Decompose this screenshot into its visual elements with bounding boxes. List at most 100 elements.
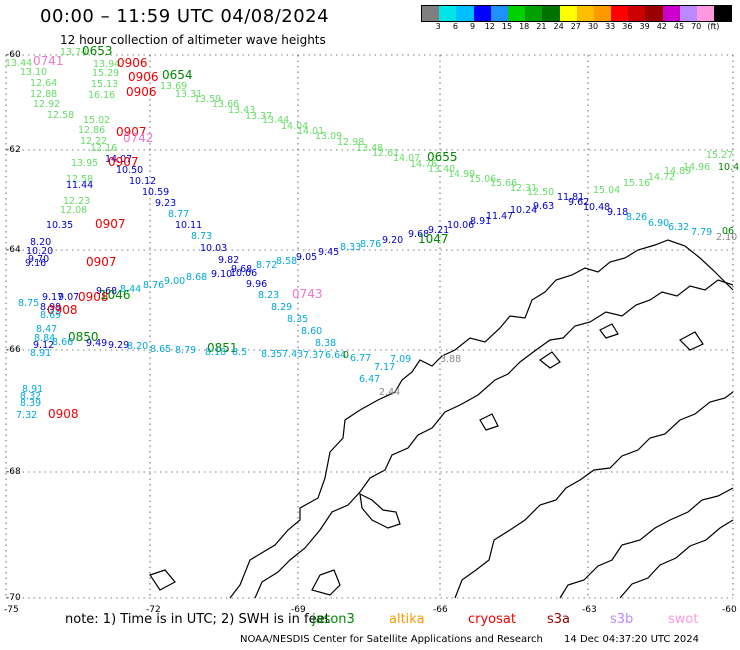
wave-height-label: 14.01 bbox=[297, 126, 324, 137]
colorbar-label: 27 bbox=[570, 22, 581, 31]
colorbar-label: (ft) bbox=[707, 22, 720, 31]
wave-height-label: 8.20 bbox=[30, 237, 51, 248]
colorbar-swatch bbox=[645, 6, 663, 21]
wave-height-label: 10.35 bbox=[46, 220, 73, 231]
wave-height-label: 12.92 bbox=[33, 99, 60, 110]
wave-height-label: 10.50 bbox=[116, 165, 143, 176]
wave-height-label: 14.89 bbox=[664, 166, 691, 177]
legend-swot: swot bbox=[668, 612, 699, 627]
wave-height-label: 6.64 bbox=[325, 350, 346, 361]
wave-height-label: 9.05 bbox=[296, 252, 317, 263]
colorbar-label: 21 bbox=[536, 22, 547, 31]
wave-height-label: 15.06 bbox=[469, 174, 496, 185]
wave-height-label: 9.70 bbox=[28, 254, 49, 265]
wave-height-label: 12.86 bbox=[78, 125, 105, 136]
wave-height-label: 15.13 bbox=[91, 79, 118, 90]
longitude-label: -75 bbox=[4, 605, 19, 615]
wave-height-label: 9.07 bbox=[58, 292, 79, 303]
colorbar-label: 15 bbox=[501, 22, 513, 31]
wave-height-label: 12.31 bbox=[510, 183, 537, 194]
colorbar-label: 3 bbox=[435, 22, 441, 31]
wave-height-label: 9.49 bbox=[86, 338, 107, 349]
pass-time-label: 0907 bbox=[108, 155, 139, 169]
pass-time-label: 0907 bbox=[116, 125, 147, 139]
pass-time-label: 0906 bbox=[128, 70, 159, 84]
colorbar-label: 12 bbox=[484, 22, 495, 31]
wave-height-label: 10.06 bbox=[230, 268, 257, 279]
latitude-label: -66 bbox=[6, 345, 21, 355]
wave-height-label: 15.02 bbox=[83, 115, 110, 126]
wave-height-label: 14.04 bbox=[281, 121, 308, 132]
wave-height-label: 14.96 bbox=[683, 162, 710, 173]
latitude-labels: -60 -62 -64 -66 -68 -70 bbox=[6, 50, 21, 603]
wave-height-label: 13.94 bbox=[93, 59, 120, 70]
colorbar-label: 6 bbox=[452, 22, 458, 31]
wave-height-label: 9.10 bbox=[211, 269, 232, 280]
wave-height-label: 13.59 bbox=[194, 94, 221, 105]
pass-time-label: 0655 bbox=[427, 150, 458, 164]
wave-height-label: 8.47 bbox=[36, 324, 57, 335]
wave-height-label: 8.44 bbox=[120, 284, 141, 295]
latitude-label: -60 bbox=[6, 50, 21, 60]
wave-height-label: 15.66 bbox=[490, 178, 517, 189]
colorbar-swatch bbox=[422, 6, 440, 21]
wave-height-label: 9.62 bbox=[568, 197, 589, 208]
longitude-label: -72 bbox=[146, 605, 161, 615]
wave-height-label: 14.07 bbox=[393, 153, 420, 164]
wave-height-label: 8.72 bbox=[256, 260, 277, 271]
wave-height-label: 7.43 bbox=[282, 349, 303, 360]
wave-height-label: 15.04 bbox=[593, 185, 620, 196]
wave-height-label: 9.68 bbox=[408, 229, 429, 240]
map-subtitle: 12 hour collection of altimeter wave hei… bbox=[60, 33, 326, 47]
wave-height-label: 9.12 bbox=[33, 340, 54, 351]
wave-height-label: 11.81 bbox=[557, 192, 584, 203]
wave-height-label: 11.47 bbox=[486, 211, 513, 222]
wave-height-label: 12.88 bbox=[30, 89, 57, 100]
legend-jason3: jason3 bbox=[312, 612, 355, 627]
legend-s3a: s3a bbox=[547, 612, 571, 627]
wave-height-label: 8.26 bbox=[626, 212, 647, 223]
wave-height-label: 6.77 bbox=[350, 353, 371, 364]
latitude-label: -62 bbox=[6, 145, 21, 155]
longitude-label: -63 bbox=[582, 605, 597, 615]
colorbar-swatch bbox=[679, 6, 697, 21]
wave-height-label: 14.72 bbox=[648, 172, 675, 183]
wave-height-label: 8.75 bbox=[18, 298, 39, 309]
wave-height-label: 8.35 bbox=[261, 349, 282, 360]
wave-height-label: 6.90 bbox=[648, 218, 669, 229]
wave-height-label: 10.06 bbox=[447, 220, 474, 231]
colorbar-label: 39 bbox=[639, 22, 650, 31]
wave-height-label: 8.38 bbox=[315, 338, 336, 349]
pass-time-label: 0908 bbox=[47, 303, 78, 317]
pass-time-label: 0907 bbox=[95, 217, 126, 231]
wave-height-label: 8.77 bbox=[168, 209, 189, 220]
wave-height-label: 9.96 bbox=[246, 279, 267, 290]
colorbar-swatch bbox=[473, 6, 491, 21]
wave-height-label: 8.35 bbox=[287, 314, 308, 325]
wave-height-label: 13.31 bbox=[175, 89, 202, 100]
longitude-label: -60 bbox=[722, 605, 737, 615]
pass-time-label: 0908 bbox=[48, 407, 79, 421]
colorbar-swatch bbox=[576, 6, 594, 21]
wave-height-label: 7.32 bbox=[16, 410, 37, 421]
grid-lines bbox=[5, 54, 734, 599]
wave-height-label: 9.63 bbox=[533, 201, 554, 212]
colorbar-label: 36 bbox=[622, 22, 633, 31]
map-title: 00:00 – 11:59 UTC 04/08/2024 bbox=[40, 6, 330, 27]
colorbar-swatch bbox=[542, 6, 560, 21]
wave-height-label: 9.21 bbox=[428, 225, 449, 236]
wave-height-label: 8.99 bbox=[40, 302, 61, 313]
wave-height-label: 10.03 bbox=[200, 243, 227, 254]
longitude-label: -66 bbox=[433, 605, 448, 615]
pass-time-label: 0907 bbox=[86, 255, 117, 269]
pass-time-label: 0653 bbox=[82, 44, 113, 58]
wave-height-label: 12.61 bbox=[372, 148, 399, 159]
colorbar-swatch bbox=[593, 6, 612, 21]
pass-time-label: 0743 bbox=[292, 287, 323, 301]
wave-height-label: 7.09 bbox=[390, 354, 411, 365]
wave-height-label: 13.44 bbox=[5, 58, 32, 69]
wave-height-label: 12.50 bbox=[527, 187, 554, 198]
wave-height-label: 10.12 bbox=[129, 176, 156, 187]
